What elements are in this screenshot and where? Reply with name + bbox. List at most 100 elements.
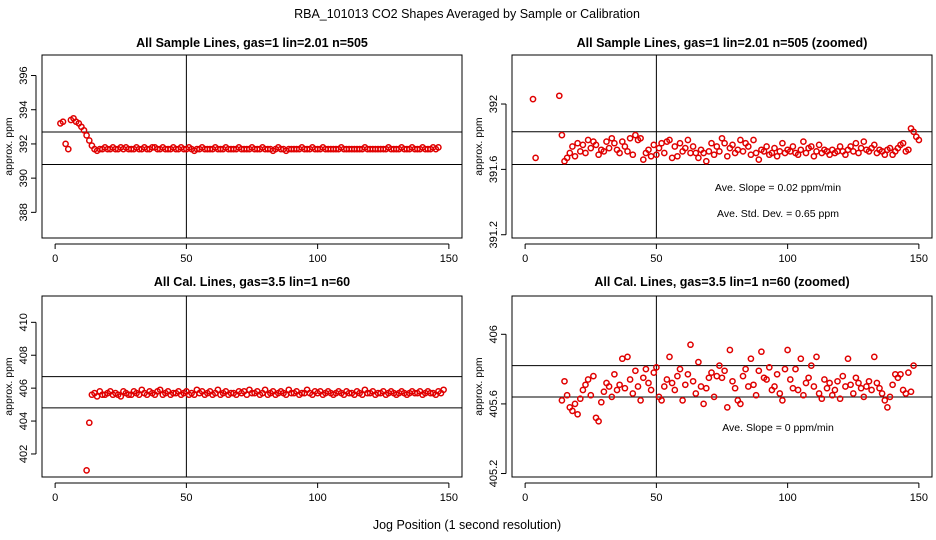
data-point bbox=[739, 148, 747, 155]
y-axis: 388 390 392 394 396 bbox=[18, 66, 37, 222]
data-point bbox=[639, 374, 647, 382]
data-point bbox=[807, 362, 815, 369]
data-point bbox=[637, 134, 644, 142]
data-point bbox=[261, 386, 269, 394]
data-point bbox=[674, 372, 681, 380]
data-point bbox=[702, 157, 710, 165]
data-point bbox=[729, 141, 736, 149]
x-axis: 0 50 100 150 bbox=[52, 482, 458, 504]
data-point bbox=[647, 386, 655, 394]
data-point bbox=[834, 377, 841, 385]
data-point bbox=[608, 134, 616, 142]
data-point bbox=[83, 132, 90, 139]
data-point bbox=[873, 379, 881, 387]
figure-xlabel: Jog Position (1 second resolution) bbox=[373, 518, 561, 532]
data-point bbox=[852, 139, 860, 147]
data-point bbox=[626, 376, 634, 383]
data-point bbox=[797, 355, 805, 363]
data-point bbox=[653, 151, 660, 159]
data-point bbox=[779, 397, 786, 404]
data-point bbox=[62, 140, 69, 148]
data-point bbox=[695, 154, 702, 162]
data-point bbox=[435, 144, 442, 151]
data-point bbox=[870, 141, 878, 149]
data-point bbox=[629, 390, 637, 397]
data-point bbox=[85, 419, 93, 427]
data-point bbox=[771, 383, 778, 390]
chart-panels: All Sample Lines, gas=1 lin=2.01 n=505 ap… bbox=[3, 36, 933, 504]
data-point bbox=[737, 136, 744, 144]
y-tick-label: 404 bbox=[18, 412, 30, 430]
data-point bbox=[666, 353, 673, 361]
data-point bbox=[815, 141, 823, 149]
x-tick-label: 150 bbox=[440, 492, 458, 504]
x-tick-label: 150 bbox=[440, 253, 458, 265]
data-point bbox=[639, 156, 647, 163]
data-point bbox=[668, 154, 676, 162]
x-axis: 0 50 100 150 bbox=[522, 482, 928, 504]
data-point bbox=[532, 154, 539, 162]
data-point bbox=[721, 139, 728, 147]
data-point bbox=[681, 381, 689, 389]
data-point bbox=[763, 376, 770, 383]
data-point bbox=[713, 372, 721, 380]
data-point bbox=[663, 376, 671, 383]
panel-2: All Sample Lines, gas=1 lin=2.01 n=505 (… bbox=[473, 36, 933, 265]
panel-3: All Cal. Lines, gas=3.5 lin=1 n=60 approx… bbox=[3, 275, 463, 504]
data-point bbox=[587, 144, 595, 152]
data-point bbox=[747, 151, 755, 159]
x-axis: 0 50 100 150 bbox=[52, 243, 458, 265]
data-point bbox=[789, 384, 797, 392]
data-point bbox=[697, 383, 705, 390]
data-point bbox=[826, 379, 833, 387]
data-points bbox=[57, 114, 442, 155]
data-point bbox=[679, 397, 686, 404]
panel-title: All Sample Lines, gas=1 lin=2.01 n=505 bbox=[136, 36, 368, 50]
data-point bbox=[563, 154, 571, 162]
data-point bbox=[868, 386, 875, 394]
y-tick-label: 405.2 bbox=[488, 460, 500, 488]
data-point bbox=[776, 148, 784, 155]
x-tick-label: 0 bbox=[522, 492, 528, 504]
data-point bbox=[595, 151, 602, 159]
data-point bbox=[786, 376, 794, 383]
data-point bbox=[613, 386, 621, 394]
y-tick-label: 402 bbox=[18, 445, 30, 463]
y-tick-label: 406 bbox=[18, 379, 30, 397]
data-point bbox=[776, 390, 784, 397]
data-point bbox=[85, 137, 93, 144]
y-tick-label: 394 bbox=[18, 101, 30, 119]
data-point bbox=[600, 388, 608, 396]
data-point bbox=[624, 148, 631, 155]
data-point bbox=[849, 390, 857, 397]
data-point bbox=[915, 136, 923, 144]
x-tick-label: 100 bbox=[778, 492, 796, 504]
annotation: Ave. Slope = 0.02 ppm/min bbox=[715, 182, 841, 194]
data-point bbox=[645, 379, 652, 387]
y-tick-label: 392 bbox=[488, 95, 500, 113]
plot-frame bbox=[511, 54, 933, 239]
figure-suptitle: RBA_101013 CO2 Shapes Averaged by Sample… bbox=[294, 7, 640, 21]
data-point bbox=[755, 367, 763, 375]
data-point bbox=[755, 156, 763, 163]
data-point bbox=[781, 365, 789, 373]
panel-title: All Cal. Lines, gas=3.5 lin=1 n=60 (zoom… bbox=[594, 275, 849, 289]
data-point bbox=[797, 146, 805, 154]
data-point bbox=[650, 141, 658, 149]
data-point bbox=[710, 393, 718, 401]
data-point bbox=[621, 143, 629, 150]
data-point bbox=[726, 346, 734, 354]
data-point bbox=[558, 131, 566, 139]
data-point bbox=[624, 353, 631, 361]
data-point bbox=[705, 374, 713, 382]
data-point bbox=[660, 149, 668, 157]
data-point bbox=[886, 393, 894, 401]
data-point bbox=[855, 149, 862, 157]
data-point bbox=[681, 144, 689, 152]
data-point bbox=[658, 139, 665, 147]
data-point bbox=[716, 362, 723, 369]
x-tick-label: 50 bbox=[180, 253, 192, 265]
data-point bbox=[700, 400, 707, 408]
data-point bbox=[731, 384, 739, 392]
data-point bbox=[566, 149, 574, 157]
